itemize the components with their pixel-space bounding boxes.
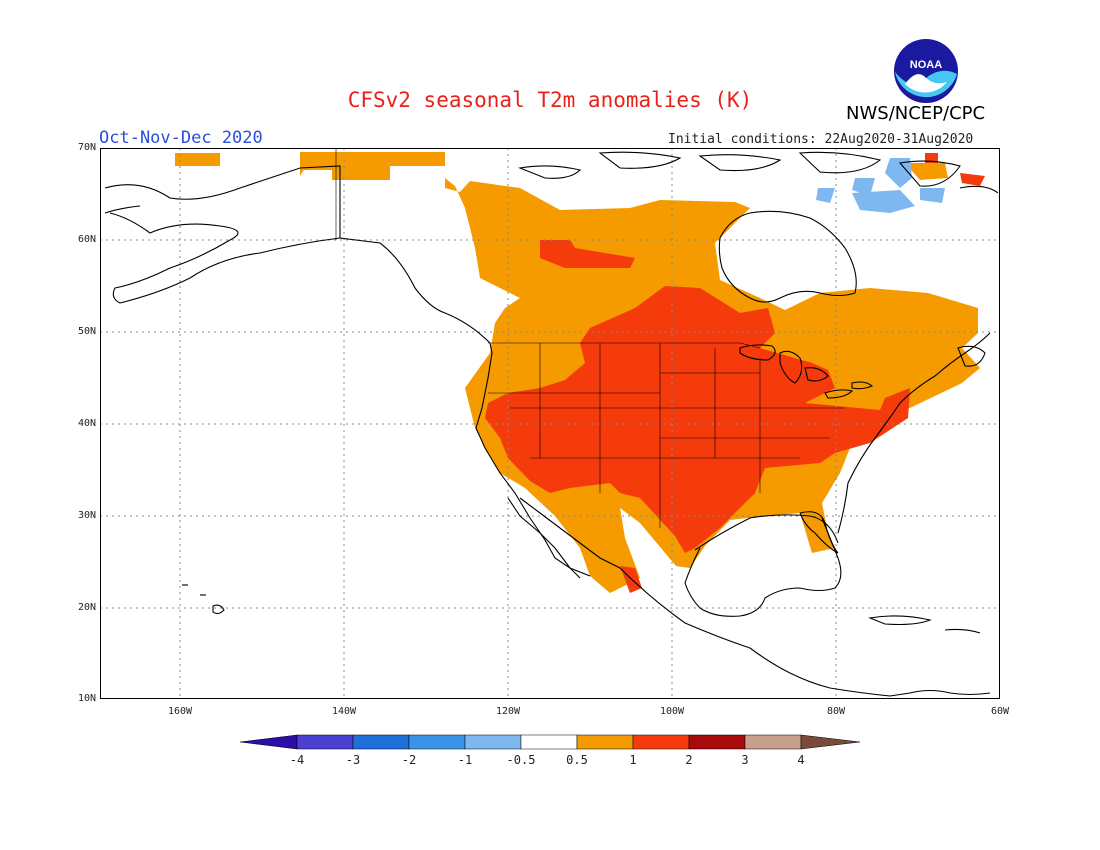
colorbar-label: 3 — [741, 753, 749, 767]
colorbar-cell — [688, 734, 746, 750]
colorbar-cell — [576, 734, 634, 750]
colorbar-label: -2 — [401, 753, 417, 767]
colorbar-label: -0.5 — [506, 753, 536, 767]
colorbar-label: 4 — [797, 753, 805, 767]
colorbar-label: 0.5 — [566, 753, 588, 767]
chart-title: CFSv2 seasonal T2m anomalies (K) — [347, 88, 753, 112]
lon-label: 60W — [990, 706, 1010, 717]
colorbar-cell — [744, 734, 802, 750]
lat-label: 60N — [77, 234, 96, 245]
lat-label: 30N — [77, 510, 96, 521]
initial-conditions-label: Initial conditions: 22Aug2020-31Aug2020 — [668, 132, 974, 147]
colorbar-cell — [408, 734, 466, 750]
lon-label: 140W — [331, 706, 357, 717]
political-boundaries — [335, 148, 845, 528]
lon-label: 160W — [167, 706, 193, 717]
colorbar-cell — [352, 734, 410, 750]
colorbar-label: -4 — [289, 753, 305, 767]
anomaly-region-m1-to-m0-5 — [816, 158, 945, 213]
lon-label: 120W — [495, 706, 521, 717]
anomaly-region-1-to-2 — [485, 153, 985, 593]
colorbar-cell — [800, 734, 860, 750]
season-label: Oct-Nov-Dec 2020 — [99, 128, 263, 148]
colorbar — [240, 734, 860, 750]
colorbar-cell — [464, 734, 522, 750]
colorbar-label: -3 — [345, 753, 361, 767]
logo-text: NOAA — [910, 59, 942, 71]
colorbar-label: 2 — [685, 753, 693, 767]
colorbar-label: -1 — [457, 753, 473, 767]
colorbar-cell — [240, 734, 298, 750]
colorbar-label: 1 — [629, 753, 637, 767]
colorbar-cell — [296, 734, 354, 750]
lon-label: 80W — [826, 706, 846, 717]
noaa-logo: NOAA — [894, 39, 958, 103]
lat-label: 20N — [77, 602, 96, 613]
lat-label: 50N — [77, 326, 96, 337]
lon-label: 100W — [659, 706, 685, 717]
colorbar-cell — [520, 734, 578, 750]
lat-label: 10N — [77, 693, 96, 704]
coastlines — [104, 151, 999, 697]
lat-label: 70N — [77, 142, 96, 153]
gridlines — [100, 148, 1000, 699]
colorbar-cell — [632, 734, 690, 750]
org-label: NWS/NCEP/CPC — [846, 103, 986, 124]
lat-label: 40N — [77, 418, 96, 429]
anomaly-map — [100, 148, 1000, 699]
